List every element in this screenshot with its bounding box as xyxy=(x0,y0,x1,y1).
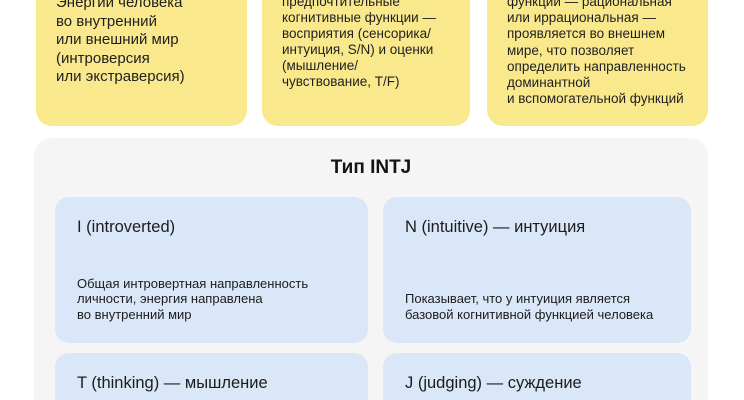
dichotomy-card-cognitive-functions: предпочтительные когнитивные функции — в… xyxy=(262,0,470,126)
dichotomy-card-energy-direction: Энергии человека во внутренний или внешн… xyxy=(36,0,247,126)
letter-card-judging: J (judging) — суждение xyxy=(383,353,691,400)
panel-title: Тип INTJ xyxy=(330,157,412,178)
dichotomy-card-text: функций — рациональная или иррациональна… xyxy=(507,0,686,107)
letter-card-title: T (thinking) — мышление xyxy=(77,374,268,392)
letter-card-introverted: I (introverted) Общая интровертная напра… xyxy=(55,197,368,343)
dichotomy-card-rational-irrational: функций — рациональная или иррациональна… xyxy=(487,0,708,126)
letter-card-title: J (judging) — суждение xyxy=(405,374,582,392)
dichotomy-card-text: предпочтительные когнитивные функции — в… xyxy=(282,0,436,89)
letter-card-thinking: T (thinking) — мышление xyxy=(55,353,368,400)
letter-card-description: Показывает, что у интуиция является базо… xyxy=(405,291,654,323)
dichotomy-card-text: Энергии человека во внутренний или внешн… xyxy=(56,0,185,85)
type-intj-panel: Тип INTJ I (introverted) Общая интроверт… xyxy=(34,138,708,400)
letter-card-title: I (introverted) xyxy=(77,218,176,236)
letter-card-intuitive: N (intuitive) — интуиция Показывает, что… xyxy=(383,197,691,343)
letter-card-description: Общая интровертная направленность личнос… xyxy=(77,275,309,323)
letter-card-title: N (intuitive) — интуиция xyxy=(405,218,586,236)
